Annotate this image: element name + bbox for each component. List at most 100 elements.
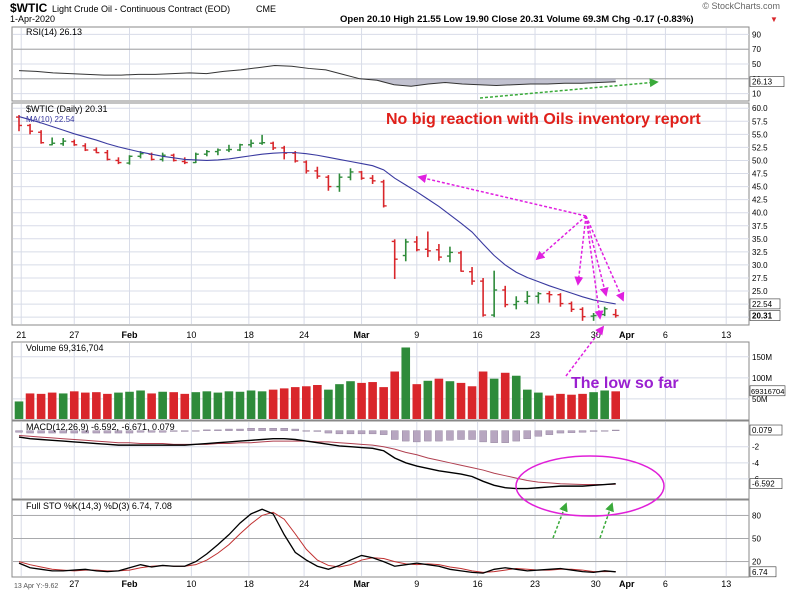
sto-title: Full STO %K(14,3) %D(3) 6.74, 7.08 (26, 501, 172, 511)
sto-xtick-12: 6 (663, 579, 668, 589)
macd-hist-bar (612, 429, 620, 431)
macd-hist-bar (578, 430, 587, 433)
macd-hist-bar (15, 430, 23, 433)
macd-hist-bar (501, 430, 509, 443)
ytick-price-5: 47.5 (752, 170, 768, 179)
volume-bar (611, 391, 620, 419)
volume-bar (213, 392, 223, 419)
macd-hist-bar (225, 428, 233, 431)
price-xtick-3: 10 (186, 330, 196, 340)
macd-last-box-1 (749, 478, 783, 489)
macd-hist-bar (92, 430, 101, 434)
volume-bar (567, 394, 576, 419)
macd-hist-bar (236, 428, 244, 431)
macd-hist-bar (457, 430, 465, 440)
sto-xtick-2: Feb (121, 579, 138, 589)
price-title: $WTIC (Daily) 20.31 (26, 104, 108, 114)
volume-bar (589, 392, 598, 419)
volume-bar (412, 384, 422, 419)
watermark: © StockCharts.com (702, 1, 780, 11)
macd-hist-bar (158, 430, 167, 433)
price-last-label-0: 22.54 (752, 300, 773, 309)
macd-hist-bar (59, 430, 67, 434)
volume-bar (324, 389, 333, 419)
chart-name: Light Crude Oil - Continuous Contract (E… (52, 4, 230, 14)
macd-hist-bar (368, 430, 377, 435)
price-last-label-1: 20.31 (752, 312, 773, 321)
volume-bar (313, 385, 322, 419)
ma10-line (18, 116, 616, 305)
macd-hist-bar (26, 430, 34, 434)
macd-hist-bar (446, 430, 454, 441)
macd-hist-bar (391, 430, 399, 440)
macd-hist-bar (125, 430, 134, 434)
macd-hist-bar (313, 430, 322, 432)
macd-hist-bar (114, 430, 123, 434)
sto-xtick-1: 27 (69, 579, 79, 589)
volume-bar (58, 393, 68, 419)
macd-hist-bar (291, 428, 299, 431)
ytick-vol-2: 50M (752, 395, 768, 404)
volume-bar (600, 390, 609, 419)
volume-bar (103, 393, 112, 419)
macd-hist-bar (81, 430, 90, 434)
ytick-price-14: 25.0 (752, 287, 768, 296)
macd-hist-bar (37, 430, 45, 434)
volume-bar (136, 390, 145, 419)
price-xtick-8: 16 (473, 330, 483, 340)
sto-xtick-10: 30 (591, 579, 601, 589)
price-last-box-0 (749, 298, 781, 310)
magenta-arrows (417, 174, 625, 377)
volume-bar (511, 375, 521, 419)
macd-hist-bar (192, 430, 200, 432)
volume-bar (335, 384, 344, 419)
volume-bar (25, 393, 35, 419)
macd-hist-bar (512, 430, 520, 442)
macd-hist-bar (302, 430, 310, 432)
sto-last-box (749, 566, 777, 578)
macd-hist-bar (181, 430, 189, 432)
volume-bar (489, 378, 499, 419)
price-xtick-0: 21 (16, 330, 26, 340)
ytick-price-1: 57.5 (752, 117, 768, 126)
price-xtick-2: Feb (121, 330, 138, 340)
ytick-price-13: 27.5 (752, 274, 768, 283)
macd-highlight-ellipse (515, 455, 665, 517)
ytick-sto-1: 50 (752, 535, 761, 544)
ytick-price-8: 40.0 (752, 209, 768, 218)
volume-last-box (749, 385, 786, 397)
macd-hist-bar (203, 429, 211, 431)
macd-hist-bar (435, 430, 443, 442)
volume-bar (423, 380, 433, 419)
sto-xtick-5: 24 (299, 579, 309, 589)
macd-hist-bar (169, 430, 178, 432)
volume-bar (578, 393, 587, 419)
volume-bar (279, 388, 289, 419)
volume-title: Volume 69,316,704 (26, 343, 104, 353)
volume-bar (368, 382, 377, 419)
sto-xtick-4: 18 (244, 579, 254, 589)
macd-hist-bar (346, 430, 355, 435)
macd-hist-bar (335, 430, 344, 435)
ma-legend: MA(10) 22.54 (26, 115, 75, 124)
volume-bar (81, 392, 90, 419)
price-xtick-13: 13 (721, 330, 731, 340)
macd-hist-bar (147, 430, 156, 433)
chart-symbol: $WTIC (10, 1, 48, 15)
volume-bar (500, 372, 510, 419)
macd-hist-bar (402, 430, 410, 442)
volume-bar (467, 386, 477, 419)
volume-bar (379, 387, 388, 419)
sto-xtick-3: 10 (186, 579, 196, 589)
macd-hist-bar (534, 430, 543, 437)
headline-annotation: No big reaction with Oils inventory repo… (386, 111, 701, 128)
ytick-price-6: 45.0 (752, 183, 768, 192)
ytick-sto-2: 20 (752, 558, 761, 567)
ytick-price-2: 55.0 (752, 130, 768, 139)
macd-hist-bar (545, 430, 554, 435)
price-last-box-1 (749, 310, 781, 321)
volume-bar (202, 391, 212, 419)
volume-bar (235, 391, 245, 419)
chg-arrow-icon: ▼ (770, 15, 778, 24)
